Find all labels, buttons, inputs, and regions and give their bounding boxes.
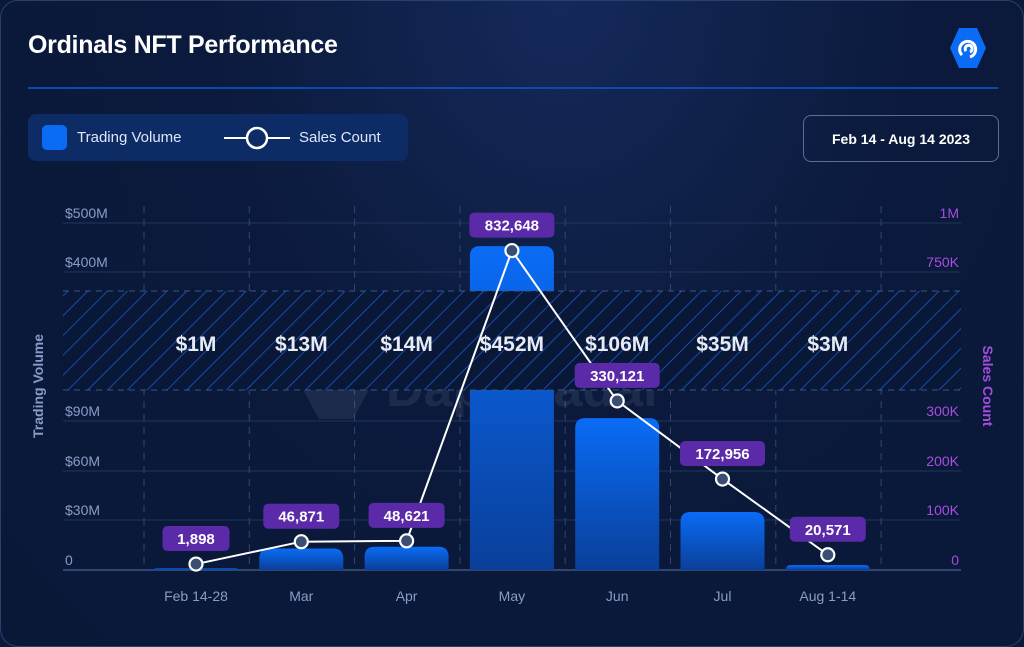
- sales-count-label: 48,621: [384, 508, 430, 525]
- y-axis-title: Trading Volume: [30, 334, 46, 438]
- bar-aug-1-14: [785, 565, 870, 570]
- x-tick-label: Jul: [714, 588, 732, 604]
- y-tick-label: $60M: [65, 453, 100, 469]
- bar-jun: [575, 418, 660, 570]
- y-tick-label: 0: [65, 552, 73, 568]
- sales-count-point: [820, 547, 836, 563]
- x-tick-label: Apr: [396, 588, 418, 604]
- bar-value-label: $452M: [480, 333, 544, 356]
- sales-count-point: [188, 556, 204, 572]
- y-tick-label: $400M: [65, 254, 108, 270]
- sales-count-label-bg: [789, 516, 866, 542]
- sales-count-point: [609, 393, 625, 409]
- y2-tick-label: 300K: [926, 403, 959, 419]
- bar-value-label: $3M: [807, 333, 848, 356]
- header-divider: [28, 87, 998, 89]
- sales-count-label: 1,898: [177, 531, 215, 548]
- sales-count-label: 172,956: [695, 446, 749, 463]
- sales-count-label-bg: [574, 362, 660, 388]
- y2-tick-label: 100K: [926, 502, 959, 518]
- bar-mar: [259, 548, 344, 570]
- sales-count-point: [399, 533, 415, 549]
- bar-value-label: $14M: [380, 333, 433, 356]
- sales-count-label: 330,121: [590, 368, 644, 385]
- sales-count-label-bg: [263, 503, 340, 529]
- sales-count-point: [504, 242, 520, 259]
- sales-count-label-bg: [162, 526, 230, 552]
- x-tick-label: May: [499, 588, 525, 604]
- axis-break-hatch: [63, 291, 961, 390]
- sales-count-label-bg: [469, 212, 555, 238]
- legend-line-marker-icon: [224, 126, 290, 150]
- x-tick-label: Mar: [289, 588, 313, 604]
- dappradar-logo-icon: [950, 28, 986, 68]
- y2-axis-title: Sales Count: [980, 346, 996, 427]
- bar-jul: [680, 512, 765, 570]
- sales-count-label: 46,871: [278, 509, 324, 526]
- y2-tick-label: 1M: [940, 205, 959, 221]
- x-tick-label: Aug 1-14: [799, 588, 856, 604]
- bar-apr: [364, 546, 449, 570]
- legend-label-trading-volume: Trading Volume: [77, 129, 182, 146]
- sales-count-label-bg: [368, 502, 445, 528]
- x-tick-label: Jun: [606, 588, 629, 604]
- bar-value-label: $1M: [176, 333, 217, 356]
- date-range-button[interactable]: Feb 14 - Aug 14 2023: [803, 115, 999, 162]
- bar-value-label: $35M: [696, 333, 749, 356]
- legend-label-sales-count: Sales Count: [299, 129, 381, 146]
- y-tick-label: $90M: [65, 403, 100, 419]
- y2-tick-label: 200K: [926, 453, 959, 469]
- y-tick-label: $500M: [65, 205, 108, 221]
- legend-bar-swatch: [42, 125, 67, 150]
- y-tick-label: $30M: [65, 502, 100, 518]
- x-tick-label: Feb 14-28: [164, 588, 228, 604]
- y2-tick-label: 0: [951, 552, 959, 568]
- sales-count-point: [714, 471, 731, 487]
- y2-tick-label: 750K: [926, 254, 959, 270]
- legend: Trading Volume Sales Count: [28, 114, 408, 161]
- page-title: Ordinals NFT Performance: [28, 31, 338, 59]
- bar-value-label: $106M: [585, 333, 649, 356]
- sales-count-label: 20,571: [805, 522, 851, 539]
- bar-value-label: $13M: [275, 333, 328, 356]
- sales-count-label-bg: [680, 441, 765, 467]
- sales-count-point: [293, 534, 309, 550]
- sales-count-label: 832,648: [485, 218, 539, 235]
